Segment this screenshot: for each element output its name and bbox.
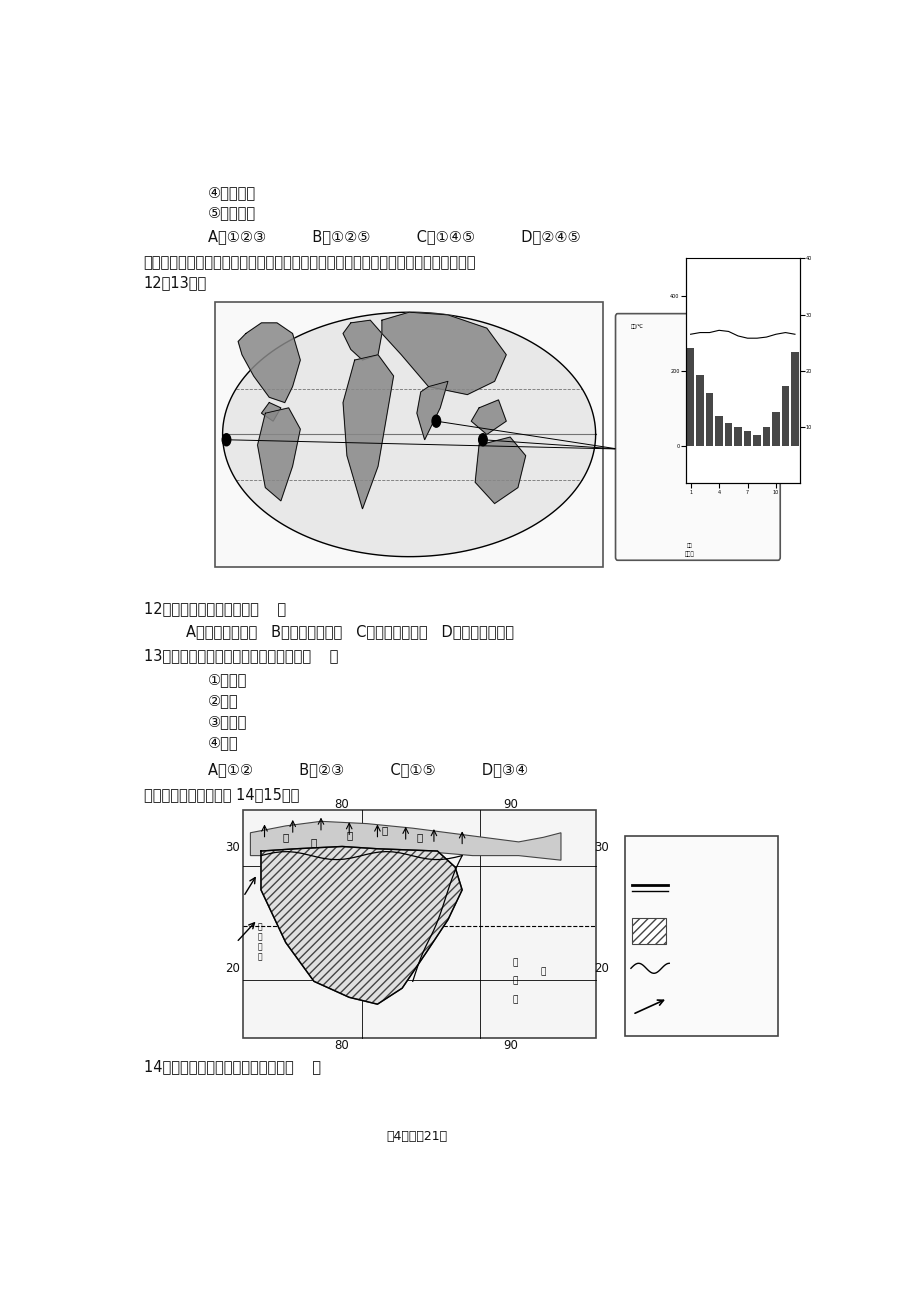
Text: 20: 20 bbox=[593, 962, 608, 975]
Text: 月份: 月份 bbox=[686, 543, 692, 548]
Text: 归: 归 bbox=[257, 943, 262, 950]
Text: 暑假，小红一家随旅行团到巴厘岛旅游，如图为世界某气候类型分布示意图，读图完成: 暑假，小红一家随旅行团到巴厘岛旅游，如图为世界某气候类型分布示意图，读图完成 bbox=[143, 255, 475, 270]
Text: 山: 山 bbox=[381, 825, 387, 836]
FancyBboxPatch shape bbox=[615, 314, 779, 560]
Circle shape bbox=[432, 415, 440, 427]
Text: 12～13题。: 12～13题。 bbox=[143, 275, 207, 290]
Text: A．热带雨林气候   B．热带草原气候   C．热带沙漠气候   D．热带季风气候: A．热带雨林气候 B．热带草原气候 C．热带沙漠气候 D．热带季风气候 bbox=[186, 624, 514, 639]
Text: 脉: 脉 bbox=[416, 832, 423, 842]
Text: 90: 90 bbox=[503, 1039, 517, 1052]
Text: A．①②③          B．①②⑤          C．①④⑤          D．②④⑤: A．①②③ B．①②⑤ C．①④⑤ D．②④⑤ bbox=[208, 229, 580, 243]
Polygon shape bbox=[222, 312, 595, 557]
Text: 第4页，共21页: 第4页，共21页 bbox=[386, 1130, 447, 1143]
Polygon shape bbox=[257, 408, 300, 501]
Text: 孟: 孟 bbox=[512, 958, 517, 967]
Polygon shape bbox=[416, 381, 448, 440]
Bar bbox=[624, 836, 777, 1036]
Polygon shape bbox=[238, 323, 300, 402]
Bar bbox=[215, 302, 603, 568]
Text: 30: 30 bbox=[594, 841, 608, 854]
Text: 13．下列物品中，小红一家需携带的有（    ）: 13．下列物品中，小红一家需携带的有（ ） bbox=[143, 648, 337, 663]
Polygon shape bbox=[250, 822, 561, 861]
Bar bbox=[762, 427, 769, 445]
Bar bbox=[781, 385, 789, 445]
Bar bbox=[686, 349, 694, 445]
Bar bbox=[243, 810, 596, 1039]
Text: 14．图示地形区具有的典型特征是（    ）: 14．图示地形区具有的典型特征是（ ） bbox=[143, 1059, 320, 1074]
Polygon shape bbox=[343, 320, 381, 361]
Text: 拉: 拉 bbox=[311, 837, 317, 846]
Text: 线: 线 bbox=[257, 952, 262, 961]
Text: 气温/℃: 气温/℃ bbox=[630, 324, 642, 329]
Text: A．①②          B．②③          C．①⑤          D．③④: A．①② B．②③ C．①⑤ D．③④ bbox=[208, 762, 528, 777]
Text: 加: 加 bbox=[512, 976, 517, 986]
Text: 巴厘岛: 巴厘岛 bbox=[685, 552, 694, 557]
Polygon shape bbox=[381, 312, 505, 395]
Text: 90: 90 bbox=[503, 798, 517, 811]
Text: 地形区: 地形区 bbox=[677, 881, 698, 894]
Text: 北: 北 bbox=[257, 922, 262, 931]
Bar bbox=[771, 411, 779, 445]
Text: 雅: 雅 bbox=[346, 831, 352, 840]
Polygon shape bbox=[474, 437, 525, 504]
Circle shape bbox=[478, 434, 487, 445]
Text: 马: 马 bbox=[282, 832, 289, 842]
Text: ①羽绒服: ①羽绒服 bbox=[208, 672, 247, 687]
Bar bbox=[724, 423, 732, 445]
Bar bbox=[753, 435, 760, 445]
Text: 80: 80 bbox=[334, 798, 348, 811]
Bar bbox=[733, 427, 741, 445]
Polygon shape bbox=[261, 402, 280, 421]
Polygon shape bbox=[261, 846, 461, 1004]
Text: 河  流: 河 流 bbox=[677, 962, 699, 975]
Bar bbox=[631, 918, 665, 944]
Text: 30: 30 bbox=[225, 841, 240, 854]
Text: 80: 80 bbox=[334, 1039, 348, 1052]
Polygon shape bbox=[471, 400, 505, 435]
Circle shape bbox=[222, 434, 231, 445]
Text: ③短袖衫: ③短袖衫 bbox=[208, 715, 247, 729]
Text: ④雨具: ④雨具 bbox=[208, 736, 238, 750]
Text: 读世界某区域图，完成 14～15题。: 读世界某区域图，完成 14～15题。 bbox=[143, 788, 299, 802]
Bar bbox=[790, 352, 798, 445]
Text: 盛行风: 盛行风 bbox=[677, 1003, 698, 1014]
Text: 20: 20 bbox=[225, 962, 240, 975]
Bar bbox=[705, 393, 712, 445]
Text: ⑤水能丰富: ⑤水能丰富 bbox=[208, 204, 255, 220]
Bar bbox=[743, 431, 751, 445]
Text: 拉: 拉 bbox=[512, 995, 517, 1004]
Text: ④交通便利: ④交通便利 bbox=[208, 185, 255, 199]
Polygon shape bbox=[343, 354, 393, 509]
Text: 图  例: 图 例 bbox=[670, 850, 695, 863]
Text: ②棉衣: ②棉衣 bbox=[208, 693, 238, 708]
Text: 湾: 湾 bbox=[540, 967, 546, 976]
Text: 地形区: 地形区 bbox=[677, 923, 698, 936]
Text: 12．巴厘岛的气候类型是（    ）: 12．巴厘岛的气候类型是（ ） bbox=[143, 602, 285, 616]
Bar bbox=[696, 375, 703, 445]
Text: 降水/mm: 降水/mm bbox=[705, 324, 722, 329]
Text: 回: 回 bbox=[257, 932, 262, 941]
Bar bbox=[714, 415, 722, 445]
